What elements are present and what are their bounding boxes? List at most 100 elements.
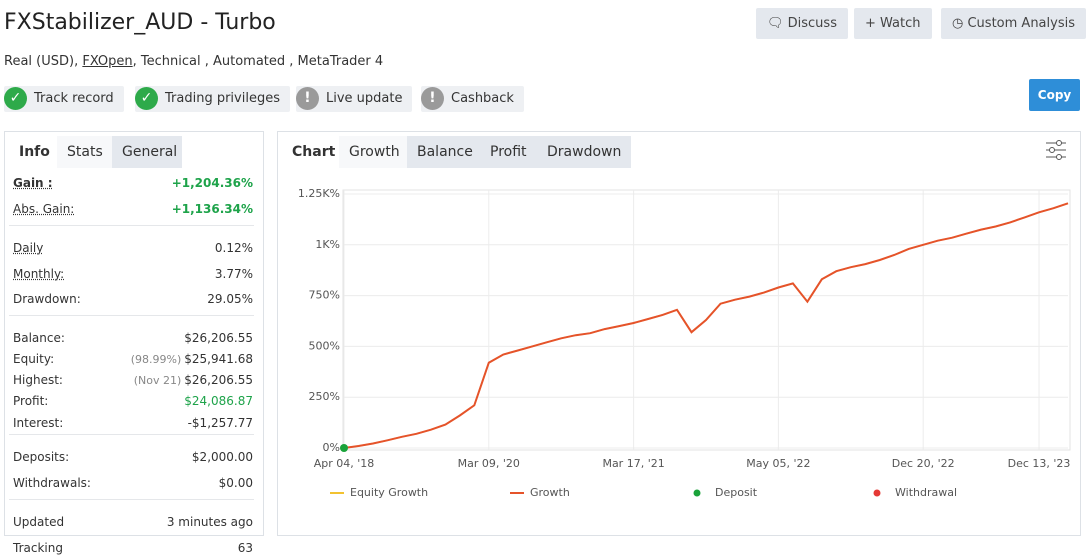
page: FXStabilizer_AUD - Turbo Real (USD), FXO… <box>4 8 1086 555</box>
label: Discuss <box>787 16 837 31</box>
tab[interactable]: Balance <box>407 136 483 168</box>
stat-value-text: $26,206.55 <box>184 330 253 345</box>
badge: ! Cashback <box>421 86 524 112</box>
stat-value-text: 63 <box>237 541 253 555</box>
stat-label: Deposits: <box>13 450 70 464</box>
settings-icon[interactable] <box>1044 139 1068 161</box>
badge: ✓ Track record <box>4 86 124 112</box>
chart: 0% 250% 500% 750% 1K% 1.25K% Apr 04, '18 Mar 09… <box>298 187 1071 499</box>
stat-row: Updated 3 minutes ago <box>13 515 253 533</box>
legend-label: Deposit <box>715 486 758 499</box>
stat-row: Withdrawals: $0.00 <box>13 476 253 494</box>
stat-value: (98.99%) $25,941.68 <box>131 352 253 366</box>
stat-value-text: +1,204.36% <box>171 176 253 190</box>
y-tick-label: 250% <box>309 390 340 403</box>
broker-link[interactable]: FXOpen <box>82 54 133 69</box>
stat-label: Monthly: <box>13 266 65 281</box>
badge-label: Track record <box>34 91 114 106</box>
stat-label: Withdrawals: <box>13 476 91 490</box>
stat-value-text: $0.00 <box>218 476 253 490</box>
subtitle: Real (USD), FXOpen, Technical , Automate… <box>4 54 383 69</box>
label: Watch <box>880 16 921 31</box>
chart-panel <box>277 131 1081 536</box>
stat-row: Gain : +1,204.36% <box>13 176 253 194</box>
stat-label: Updated <box>13 515 65 529</box>
separator <box>9 314 254 316</box>
analysis-button[interactable]: ◷ Custom Analysis <box>941 8 1086 39</box>
stat-value-text: 29.05% <box>207 292 253 306</box>
stat-value-text: -$1,257.77 <box>187 415 253 430</box>
stat-value: -$1,257.77 <box>188 416 253 430</box>
discuss-button[interactable]: 🗨 Discuss <box>756 8 848 39</box>
stat-row: Tracking 63 <box>13 541 253 559</box>
stat-note: (Nov 21) <box>133 374 182 388</box>
y-tick-label: 1.25K% <box>298 187 340 200</box>
copy-button[interactable]: Copy <box>1029 79 1080 111</box>
stat-value: $0.00 <box>219 476 253 490</box>
stat-value: 3.77% <box>215 267 253 281</box>
x-tick-label: Mar 09, '20 <box>458 457 520 470</box>
legend-label: Growth <box>530 486 570 499</box>
y-tick-label: 500% <box>309 339 340 352</box>
stat-value-text: $24,086.87 <box>184 394 253 409</box>
stat-value-text: $2,000.00 <box>191 450 253 464</box>
legend-swatch <box>873 489 881 497</box>
tab[interactable]: Chart <box>292 144 336 160</box>
watch-button[interactable]: + Watch <box>854 8 932 39</box>
series-line <box>343 202 1069 449</box>
stat-label: Equity: <box>13 351 55 366</box>
stat-value-text: 0.12% <box>214 241 253 255</box>
badge: ! Live update <box>296 86 413 112</box>
stat-label: Balance: <box>13 330 65 345</box>
stat-value: (Nov 21) $26,206.55 <box>134 373 253 387</box>
stat-value-text: $25,941.68 <box>184 351 253 366</box>
y-tick-label: 750% <box>309 289 340 302</box>
stat-row: Daily 0.12% <box>13 241 253 259</box>
series-marker <box>340 444 348 452</box>
tab[interactable]: Stats <box>57 136 113 168</box>
stat-value: +1,136.34% <box>172 202 253 216</box>
badge-label: Cashback <box>451 91 514 106</box>
x-tick-label: May 05, '22 <box>746 457 810 470</box>
tab[interactable]: Growth <box>339 136 410 168</box>
stat-row: Equity: (98.99%) $25,941.68 <box>13 352 253 370</box>
stat-value: $26,206.55 <box>184 331 253 345</box>
stat-value: $24,086.87 <box>184 394 253 408</box>
plot-area <box>342 189 1071 451</box>
x-tick-label: Mar 17, '21 <box>602 457 664 470</box>
legend-label: Equity Growth <box>350 486 428 499</box>
stat-value: 3 minutes ago <box>167 515 253 529</box>
separator <box>9 434 254 435</box>
separator <box>9 499 254 500</box>
separator <box>9 225 254 226</box>
tab[interactable]: Drawdown <box>537 136 632 168</box>
tab[interactable]: Info <box>19 144 50 160</box>
stat-label: Drawdown: <box>13 292 81 306</box>
stat-row: Monthly: 3.77% <box>13 267 253 285</box>
stat-row: Abs. Gain: +1,136.34% <box>13 202 253 220</box>
badge: ✓ Trading privileges <box>135 86 290 112</box>
tab[interactable]: General <box>112 136 182 168</box>
stat-value: 29.05% <box>207 292 253 306</box>
stat-value: $2,000.00 <box>192 450 253 464</box>
stat-note: (98.99%) <box>130 352 182 366</box>
stat-row: Interest: -$1,257.77 <box>13 416 253 434</box>
badge-label: Live update <box>326 91 403 106</box>
stat-row: Highest: (Nov 21) $26,206.55 <box>13 373 253 391</box>
details: , Technical , Automated , MetaTrader 4 <box>132 54 384 69</box>
stat-label: Gain : <box>13 176 53 190</box>
legend-swatch <box>693 489 701 497</box>
stat-label: Highest: <box>13 373 63 388</box>
stat-value: +1,204.36% <box>172 176 253 190</box>
stat-label: Profit: <box>13 394 49 409</box>
stat-row: Profit: $24,086.87 <box>13 394 253 412</box>
stat-value-text: +1,136.34% <box>171 202 253 216</box>
title: FXStabilizer_AUD - Turbo <box>4 10 276 35</box>
stat-value-text: $26,206.55 <box>184 373 253 388</box>
stat-label: Interest: <box>13 415 64 430</box>
stat-value-text: 3 minutes ago <box>166 515 253 529</box>
tab[interactable]: Profit <box>480 136 537 168</box>
stat-row: Drawdown: 29.05% <box>13 292 253 310</box>
stat-label: Abs. Gain: <box>13 202 75 216</box>
stat-label: Daily <box>13 241 44 255</box>
